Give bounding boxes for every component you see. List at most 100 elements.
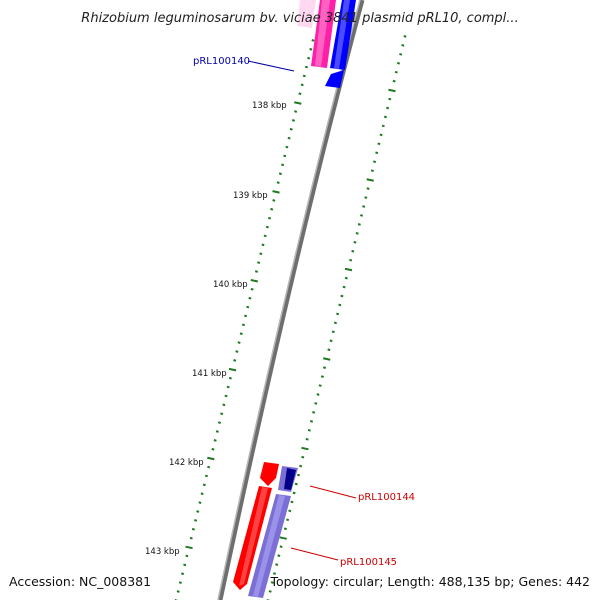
outer-ruler-minor-tick — [288, 509, 292, 513]
inner-ruler-minor-tick — [250, 287, 254, 291]
gene-pRL100144[interactable] — [233, 462, 279, 590]
inner-ruler-minor-tick — [276, 181, 280, 184]
plasmid-backbone — [217, 0, 365, 600]
gene-pRL100140[interactable] — [325, 0, 356, 88]
outer-ruler-minor-tick — [279, 545, 283, 549]
outer-ruler-minor-tick — [290, 500, 294, 504]
outer-ruler-minor-tick — [296, 473, 300, 477]
inner-ruler-minor-tick — [259, 252, 263, 256]
gene-pRL100145[interactable] — [248, 466, 298, 598]
outer-ruler-minor-tick — [336, 312, 340, 316]
inner-ruler-minor-tick — [311, 39, 315, 42]
outer-ruler-minor-tick — [357, 223, 361, 226]
inner-ruler-minor-tick — [207, 465, 211, 469]
outer-ruler-minor-tick — [351, 249, 355, 253]
outer-ruler-minor-tick — [388, 97, 392, 101]
outer-ruler-minor-tick — [327, 348, 331, 352]
inner-ruler-minor-tick — [285, 145, 289, 149]
inner-ruler-minor-tick — [241, 323, 245, 327]
outer-ruler-minor-tick — [331, 330, 335, 334]
outer-ruler-minor-tick — [342, 285, 346, 289]
outer-ruler-minor-tick — [379, 133, 383, 137]
inner-ruler-major-tick — [185, 545, 193, 550]
inner-ruler-major-tick — [294, 101, 302, 105]
gene-label-pRL100140[interactable]: pRL100140 — [193, 56, 250, 67]
outer-ruler-minor-tick — [318, 384, 322, 387]
inner-ruler-minor-tick — [202, 483, 206, 487]
outer-ruler-minor-tick — [349, 258, 353, 262]
inner-ruler-minor-tick — [217, 421, 222, 424]
outer-ruler-minor-tick — [340, 294, 344, 298]
inner-ruler — [174, 39, 315, 600]
inner-ruler-minor-tick — [246, 305, 250, 309]
tick-label-142: 142 kbp — [169, 458, 204, 468]
label-line-pRL100144 — [309, 485, 357, 499]
inner-ruler-minor-tick — [287, 136, 291, 140]
inner-ruler-minor-tick — [265, 225, 269, 229]
outer-ruler-major-tick — [301, 446, 309, 451]
outer-ruler-minor-tick — [286, 518, 290, 522]
outer-ruler-minor-tick — [403, 35, 407, 38]
outer-ruler-minor-tick — [299, 464, 303, 468]
gene-label-pRL100145[interactable]: pRL100145 — [340, 557, 397, 568]
outer-ruler-major-tick — [323, 357, 331, 361]
inner-ruler-minor-tick — [178, 581, 182, 584]
outer-ruler-minor-tick — [270, 581, 274, 584]
tick-labels: 138 kbp 139 kbp 140 kbp 141 kbp 142 kbp … — [145, 101, 287, 557]
inner-ruler-minor-tick — [283, 154, 287, 158]
outer-ruler-minor-tick — [355, 231, 359, 235]
inner-ruler-minor-tick — [298, 92, 302, 96]
outer-ruler-minor-tick — [307, 428, 311, 432]
outer-ruler-minor-tick — [316, 393, 320, 396]
inner-ruler-minor-tick — [235, 350, 239, 353]
inner-ruler-minor-tick — [309, 47, 313, 51]
inner-ruler-minor-tick — [244, 314, 248, 318]
outer-ruler — [266, 35, 407, 600]
label-line-pRL100145 — [290, 547, 339, 561]
inner-ruler-minor-tick — [239, 332, 243, 336]
outer-ruler-minor-tick — [320, 375, 324, 378]
outer-ruler-major-tick — [388, 88, 396, 93]
outer-ruler-minor-tick — [359, 214, 364, 217]
inner-ruler-major-tick — [228, 367, 237, 372]
outer-ruler-minor-tick — [381, 124, 385, 128]
inner-ruler-minor-tick — [257, 261, 261, 264]
inner-ruler-minor-tick — [267, 216, 272, 220]
inner-ruler-minor-tick — [200, 492, 204, 496]
inner-ruler-minor-tick — [291, 119, 295, 122]
inner-ruler-minor-tick — [222, 403, 226, 407]
outer-ruler-minor-tick — [338, 303, 342, 307]
inner-ruler-minor-tick — [215, 430, 219, 433]
outer-ruler-minor-tick — [399, 52, 403, 56]
inner-ruler-major-tick — [207, 456, 215, 461]
inner-ruler-minor-tick — [263, 234, 267, 238]
outer-ruler-minor-tick — [370, 169, 374, 173]
outer-ruler-minor-tick — [392, 79, 396, 83]
outer-ruler-minor-tick — [268, 590, 272, 593]
inner-ruler-minor-tick — [189, 536, 193, 540]
tick-label-141: 141 kbp — [192, 369, 227, 379]
gene-label-pRL100144[interactable]: pRL100144 — [358, 492, 415, 503]
label-line-pRL100140 — [247, 60, 295, 72]
outer-ruler-minor-tick — [309, 419, 314, 423]
outer-ruler-major-tick — [366, 178, 374, 182]
outer-ruler-minor-tick — [362, 205, 366, 208]
outer-ruler-minor-tick — [386, 106, 390, 110]
inner-ruler-minor-tick — [183, 563, 187, 567]
gene-pink[interactable] — [311, 0, 336, 68]
outer-ruler-minor-tick — [333, 321, 337, 325]
gene-faint-top — [297, 0, 316, 28]
outer-ruler-minor-tick — [383, 115, 387, 119]
outer-ruler-minor-tick — [305, 437, 309, 441]
inner-ruler-minor-tick — [254, 270, 259, 273]
inner-ruler-minor-tick — [211, 447, 215, 451]
inner-ruler-minor-tick — [304, 65, 309, 69]
outer-ruler-major-tick — [344, 267, 353, 272]
outer-ruler-minor-tick — [344, 276, 348, 280]
tick-label-143: 143 kbp — [145, 547, 180, 557]
tick-label-140: 140 kbp — [213, 280, 248, 290]
outer-ruler-minor-tick — [277, 554, 281, 557]
inner-ruler-major-tick — [272, 190, 280, 194]
inner-ruler-minor-tick — [261, 243, 265, 247]
inner-ruler-minor-tick — [204, 474, 208, 478]
